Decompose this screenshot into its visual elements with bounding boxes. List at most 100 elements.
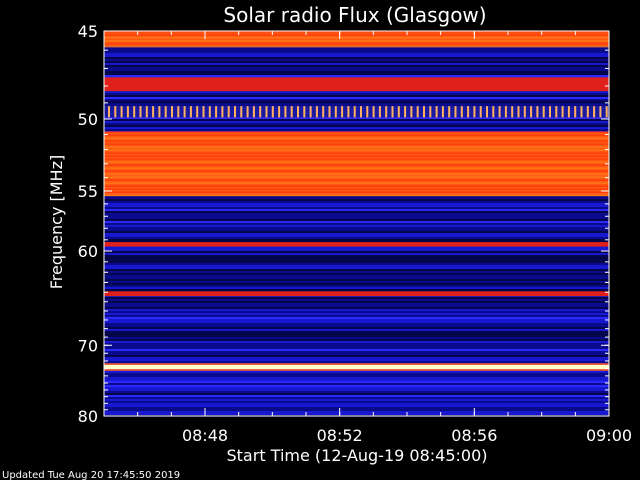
emission-band <box>104 291 609 297</box>
noise-row <box>104 279 609 281</box>
pulse-mark <box>334 106 337 118</box>
noise-row <box>104 51 609 53</box>
noise-row <box>104 73 609 75</box>
pulse-mark <box>586 106 589 118</box>
pulse-mark <box>460 106 463 118</box>
noise-row <box>104 393 609 395</box>
noise-row <box>104 125 609 127</box>
noise-row <box>104 55 609 57</box>
pulse-mark <box>486 106 488 118</box>
pulse-mark <box>454 106 457 118</box>
pulse-mark <box>265 106 268 118</box>
plot-frame <box>103 30 610 417</box>
noise-row <box>104 121 609 123</box>
noise-row <box>104 385 609 387</box>
noise-row <box>104 289 609 291</box>
noise-row <box>104 75 609 77</box>
noise-row <box>104 63 609 65</box>
noise-row <box>104 265 609 267</box>
noise-row <box>104 361 609 363</box>
pulse-mark <box>441 106 444 118</box>
pulse-mark <box>164 106 167 118</box>
noise-row <box>104 371 609 373</box>
noise-row <box>104 287 609 289</box>
noise-row <box>104 227 609 229</box>
noise-row <box>104 357 609 359</box>
noise-row <box>104 323 609 325</box>
noise-row <box>104 197 609 199</box>
noise-row <box>104 209 609 211</box>
noise-row <box>104 407 609 409</box>
noise-row <box>104 255 609 257</box>
band-texture <box>104 170 609 172</box>
noise-row <box>104 217 609 219</box>
noise-row <box>104 117 609 119</box>
noise-row <box>104 273 609 275</box>
noise-row <box>104 315 609 317</box>
pulse-mark <box>574 106 577 118</box>
band-texture <box>104 155 609 157</box>
noise-row <box>104 399 609 401</box>
band-texture <box>104 158 609 160</box>
pulse-mark <box>303 106 306 118</box>
emission-band <box>104 106 609 118</box>
pulse-mark <box>259 106 262 118</box>
pulse-mark <box>221 106 224 118</box>
pulse-mark <box>542 106 545 118</box>
pulse-mark <box>315 106 318 118</box>
band-texture <box>104 46 609 48</box>
pulse-mark <box>278 106 281 118</box>
noise-row <box>104 119 609 121</box>
noise-row <box>104 389 609 391</box>
noise-row <box>104 335 609 337</box>
noise-row <box>104 301 609 303</box>
band-texture <box>104 140 609 142</box>
pulse-mark <box>416 106 419 118</box>
noise-row <box>104 207 609 209</box>
noise-row <box>104 215 609 217</box>
noise-row <box>104 383 609 385</box>
pulse-mark <box>208 106 211 118</box>
pulse-mark <box>202 106 205 118</box>
band-texture <box>104 40 609 42</box>
pulse-mark <box>189 106 192 118</box>
noise-row <box>104 57 609 59</box>
pulse-mark <box>429 106 432 118</box>
emission-band <box>104 77 609 92</box>
y-tick-label: 45 <box>78 22 98 41</box>
noise-row <box>104 275 609 277</box>
noise-row <box>104 337 609 339</box>
band-texture <box>104 161 609 163</box>
pulse-mark <box>177 106 180 118</box>
noise-row <box>104 129 609 131</box>
pulse-mark <box>126 106 129 118</box>
pulse-mark <box>372 106 375 118</box>
noise-row <box>104 65 609 67</box>
pulse-mark <box>341 106 344 118</box>
noise-row <box>104 327 609 329</box>
pulse-mark <box>435 106 438 118</box>
pulse-mark <box>410 106 413 118</box>
emission-band <box>104 242 609 247</box>
pulse-mark <box>171 106 173 118</box>
noise-row <box>104 239 609 241</box>
noise-row <box>104 231 609 233</box>
noise-row <box>104 221 609 223</box>
noise-row <box>104 123 609 125</box>
noise-row <box>104 317 609 319</box>
pulse-mark <box>448 106 451 118</box>
pulse-mark <box>215 106 218 118</box>
pulse-mark <box>360 106 362 118</box>
pulse-mark <box>391 106 394 118</box>
noise-row <box>104 259 609 261</box>
noise-row <box>104 339 609 341</box>
noise-row <box>104 309 609 311</box>
noise-row <box>104 271 609 273</box>
noise-row <box>104 381 609 383</box>
noise-row <box>104 405 609 407</box>
pulse-mark <box>284 106 287 118</box>
pulse-mark <box>473 106 476 118</box>
band-texture <box>104 188 609 190</box>
x-tick-label: 09:00 <box>586 426 632 445</box>
